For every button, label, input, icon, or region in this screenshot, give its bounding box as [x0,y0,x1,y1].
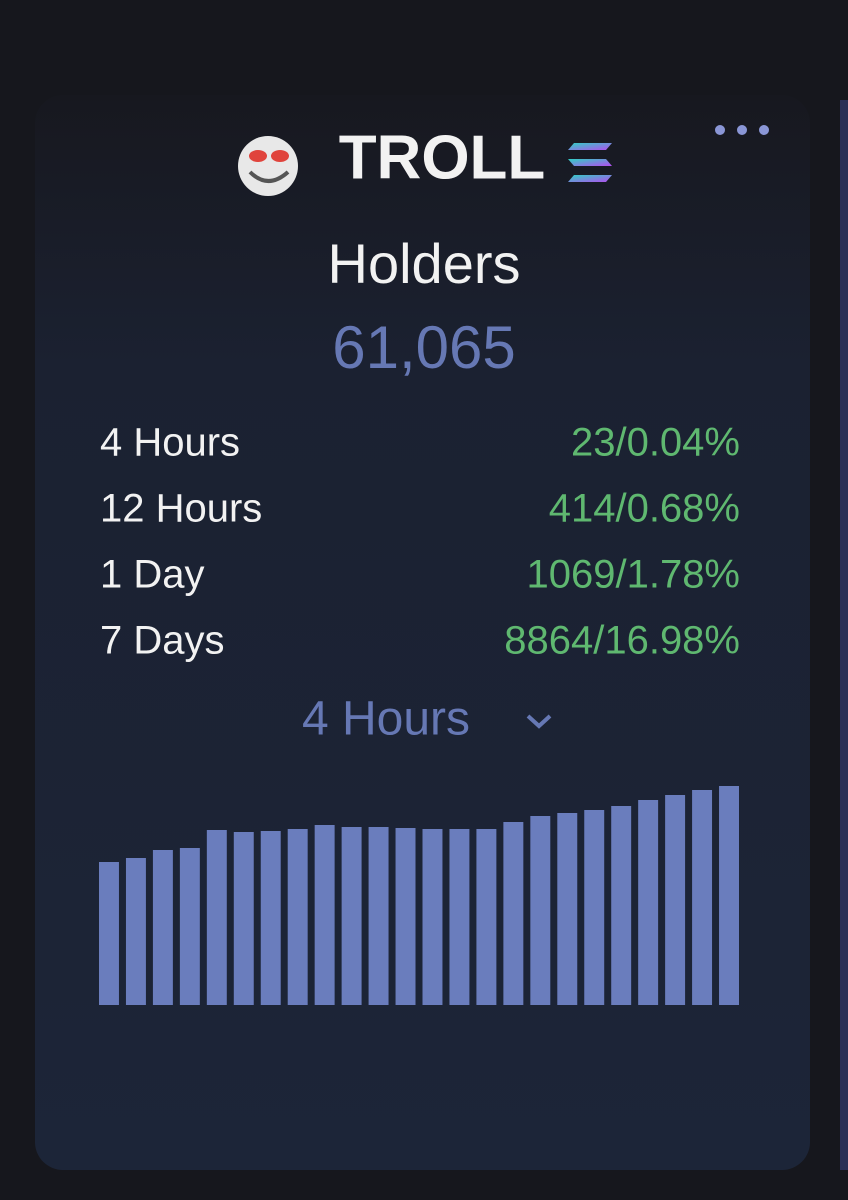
change-value: 414/0.68% [549,487,740,531]
bar [530,816,551,1005]
bar [422,829,443,1005]
change-label: 4 Hours [100,421,240,465]
bar [692,790,713,1005]
bar [503,822,524,1005]
bar-chart [99,786,739,1005]
period-label[interactable]: 4 Hours [302,693,470,746]
bar [368,827,389,1005]
bar [449,829,470,1005]
change-value: 23/0.04% [571,421,740,465]
bar [476,829,497,1005]
bar [125,858,146,1005]
change-label: 1 Day [100,553,205,597]
bar [314,825,335,1005]
change-label: 12 Hours [100,487,262,531]
metric-total: 61,065 [332,314,516,381]
chevron[interactable] [526,714,552,729]
change-rows: 4 Hours 23/0.04% 12 Hours 414/0.68% 1 Day 106… [100,421,740,663]
period-selector[interactable]: 4 Hours [302,693,552,746]
metric-title: Holders [328,232,521,295]
bar [233,832,254,1005]
bar [719,786,739,1005]
bar [584,810,605,1005]
token-name: TROLL [339,123,546,192]
bar [152,850,173,1005]
chain-icon [568,143,612,182]
change-value: 8864/16.98% [504,619,740,663]
more-menu[interactable] [715,125,769,135]
token-icon [238,136,298,196]
change-value: 1069/1.78% [526,553,740,597]
bar [179,848,200,1005]
bar [260,831,281,1005]
bar [557,813,578,1005]
bar [665,795,686,1005]
bar [638,800,659,1005]
bar [287,829,308,1005]
bar [206,830,227,1005]
bar [341,827,362,1005]
bar [611,806,632,1005]
bar [395,828,416,1005]
change-label: 7 Days [100,619,225,663]
side-edge [840,100,848,1170]
bar [99,862,119,1005]
